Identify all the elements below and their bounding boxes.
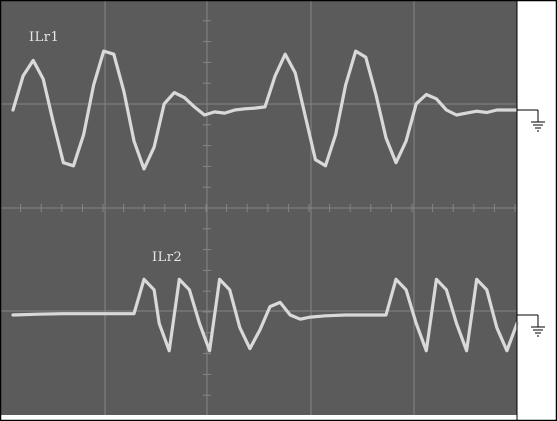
trace-label-ilr2: ILr2 [152,250,183,265]
ground-icon [517,314,545,337]
ground-icon [517,109,545,132]
trace-label-ilr1: ILr1 [29,30,60,45]
ground-markers [517,109,545,337]
trace-ilr2 [11,277,519,353]
trace-ilr1 [11,49,519,171]
traces [11,49,519,353]
